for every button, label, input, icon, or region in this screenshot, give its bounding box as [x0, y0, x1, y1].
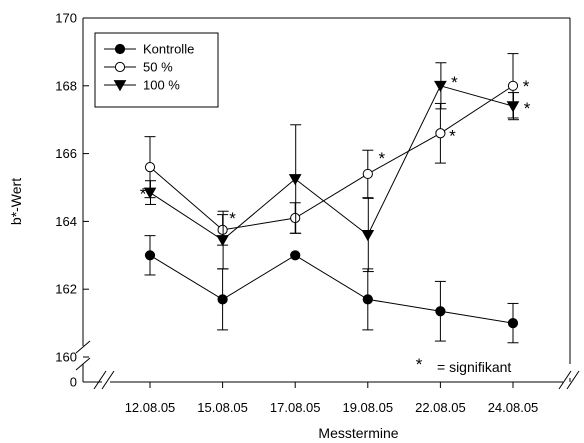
- x-axis-break-mark-4: [566, 370, 580, 390]
- significance-star: *: [140, 185, 147, 204]
- y-axis-title: b*-Wert: [8, 178, 24, 225]
- series-line: [149, 254, 514, 324]
- y-tick-label-zero: 0: [70, 375, 77, 390]
- significance-note-label: = signifikant: [437, 359, 511, 375]
- y-axis-break-mark-2: [75, 357, 91, 371]
- data-point: [434, 80, 447, 93]
- data-point: [217, 294, 228, 305]
- x-tick-label: 24.08.05: [488, 400, 539, 415]
- legend-marker: [114, 43, 126, 55]
- data-point: [143, 187, 157, 199]
- x-tick-label: 22.08.05: [415, 400, 466, 415]
- x-axis-break-mark-1: [93, 370, 107, 390]
- legend-marker: [114, 61, 126, 73]
- legend-marker: [113, 80, 127, 92]
- significance-star: *: [449, 126, 456, 145]
- x-axis-break-mark-3: [558, 370, 572, 390]
- data-point: [144, 250, 156, 261]
- data-point: [507, 318, 519, 329]
- legend-item: 100 %: [104, 78, 180, 93]
- axes: b*-Wert Messtermine 0 160 162 164 166 168 170…: [8, 11, 580, 441]
- legend-item: Kontrolle: [104, 42, 194, 57]
- data-point: [361, 230, 375, 242]
- significance-star: *: [523, 77, 530, 96]
- y-axis-break-mark-1: [75, 340, 91, 354]
- significance-note: * = signifikant: [416, 355, 512, 375]
- data-point: [216, 235, 229, 247]
- data-point: [144, 162, 156, 173]
- significance-star: *: [451, 73, 458, 92]
- x-axis-title: Messtermine: [318, 425, 398, 441]
- legend-label: Kontrolle: [143, 42, 194, 57]
- y-tick-label: 164: [55, 214, 77, 229]
- x-tick-label: 17.08.05: [270, 400, 321, 415]
- data-point: [435, 128, 446, 139]
- legend: Kontrolle 50 % 100 %: [94, 32, 219, 108]
- series-1: [144, 235, 519, 344]
- data-point: [506, 101, 520, 113]
- series-line: [149, 85, 514, 241]
- significance-star: *: [524, 99, 531, 118]
- legend-box: [94, 32, 219, 108]
- y-tick-label: 160: [55, 350, 77, 365]
- data-point: [362, 168, 373, 180]
- data-point: [290, 250, 301, 261]
- data-point: [507, 80, 519, 91]
- legend-item: 50 %: [104, 60, 173, 75]
- data-point: [288, 174, 302, 186]
- x-tick-label: 12.08.05: [125, 400, 176, 415]
- significance-star: *: [229, 209, 236, 228]
- significance-note-symbol: *: [416, 355, 423, 374]
- legend-label: 100 %: [143, 78, 180, 93]
- series-line: [149, 85, 514, 231]
- x-tick-label: 19.08.05: [342, 400, 393, 415]
- significance-star: *: [378, 149, 385, 168]
- y-tick-label: 166: [55, 146, 77, 161]
- y-tick-label: 168: [55, 78, 77, 93]
- x-tick-label: 15.08.05: [197, 400, 248, 415]
- x-axis-break-mark-2: [101, 370, 115, 390]
- legend-label: 50 %: [143, 60, 173, 75]
- series-layer: * * * * * * *: [140, 53, 531, 344]
- data-point: [362, 294, 373, 305]
- plot-frame: [83, 17, 571, 382]
- series-3: * * *: [140, 62, 531, 273]
- data-point: [435, 306, 446, 317]
- y-tick-label: 162: [55, 282, 77, 297]
- y-tick-label: 170: [55, 11, 77, 26]
